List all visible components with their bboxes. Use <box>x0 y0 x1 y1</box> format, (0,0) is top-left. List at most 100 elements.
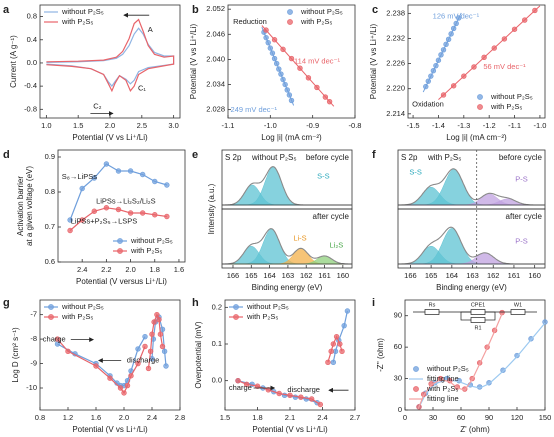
legend-label: with P₂S₅ <box>130 246 162 255</box>
annotation: C₂ <box>93 102 101 111</box>
legend-label: with P₂S₅ <box>490 102 522 111</box>
x-tick-label: 162 <box>300 271 313 280</box>
series-line <box>57 313 164 395</box>
y-tick-label: 60 <box>394 342 402 351</box>
data-point <box>67 217 73 223</box>
y-tick-label: 0.4 <box>27 35 37 44</box>
plot-frame <box>227 4 356 119</box>
y-tick-label: 2.220 <box>386 84 405 93</box>
circuit-rs <box>424 309 440 315</box>
x-tick-label: 1.2 <box>63 413 73 422</box>
y-tick-label: -10 <box>26 383 37 392</box>
data-point <box>337 341 343 347</box>
y-tick-label: 0.6 <box>45 257 55 266</box>
x-tick-label: 1.6 <box>91 413 101 422</box>
data-point <box>159 343 166 350</box>
annotation: 249 mV dec⁻¹ <box>231 105 278 114</box>
x-tick-label: -1.1 <box>508 121 521 130</box>
x-tick-label: 1.5 <box>220 413 230 422</box>
plot-frame <box>404 299 546 411</box>
legend-marker <box>117 248 123 254</box>
data-point <box>163 363 169 369</box>
x-tick-label: 2.4 <box>77 265 87 274</box>
data-point <box>142 343 148 350</box>
data-point <box>263 34 269 41</box>
data-point <box>161 348 168 355</box>
subpanel-label: after cycle <box>313 212 350 221</box>
y-tick-label: -0.4 <box>24 81 37 90</box>
data-point <box>124 382 131 389</box>
y-tick-label: 2.028 <box>206 105 225 114</box>
x-tick-label: -1.0 <box>533 121 546 130</box>
data-point <box>423 83 429 90</box>
x-tick-label: 3.0 <box>168 121 178 130</box>
x-tick-label: 164 <box>446 271 459 280</box>
data-point <box>280 76 286 83</box>
data-point <box>121 390 127 396</box>
x-tick-label: 165 <box>245 271 258 280</box>
x-tick-label: 2.7 <box>350 413 360 422</box>
legend-marker <box>413 366 419 372</box>
x-tick-label: 2.4 <box>317 413 327 422</box>
circuit-r1 <box>470 317 486 323</box>
x-tick-label: 163 <box>466 271 479 280</box>
data-point <box>278 71 284 77</box>
x-tick-label: 30 <box>429 413 437 422</box>
x-tick-label: 2.8 <box>175 413 185 422</box>
data-point <box>322 94 329 100</box>
legend-label: without P₂S₅ <box>490 92 533 101</box>
data-point <box>428 73 434 79</box>
data-point <box>142 333 148 340</box>
legend-label: with P₂S₅ <box>246 312 278 321</box>
data-point <box>149 331 155 337</box>
y-axis-label: Log D (cm² s⁻¹) <box>11 327 20 383</box>
panel-letter: h <box>192 297 199 309</box>
annotation: discharge <box>287 385 320 394</box>
legend-label: without P₂S₅ <box>61 7 104 16</box>
data-point <box>91 175 97 181</box>
x-tick-label: 2.0 <box>125 265 135 274</box>
data-point <box>139 210 146 216</box>
x-axis-label: Log |i| (mA cm⁻²) <box>261 133 322 142</box>
y-tick-label: 0.8 <box>27 12 37 21</box>
data-point <box>445 36 452 43</box>
data-point <box>448 31 454 37</box>
legend-label: with P₂S₅ <box>61 312 93 321</box>
data-point <box>127 168 134 174</box>
plot-frame <box>57 149 186 263</box>
x-tick-label: -1.5 <box>407 121 420 130</box>
x-tick-label: 90 <box>485 413 493 422</box>
x-tick-label: 162 <box>487 271 500 280</box>
series-line <box>46 27 175 88</box>
y-tick-label: 2.040 <box>206 54 225 63</box>
legend-marker <box>233 314 239 320</box>
annotation: C₁ <box>138 84 146 93</box>
data-point <box>145 365 152 372</box>
data-point <box>308 396 315 402</box>
y-tick-label: 2.238 <box>386 8 405 17</box>
y-tick-label: 0.8 <box>45 187 55 196</box>
data-point <box>297 65 303 71</box>
legend-marker <box>413 386 419 392</box>
data-point <box>271 37 278 43</box>
panel-letter: a <box>3 4 10 16</box>
legend-marker <box>287 19 293 25</box>
data-point <box>156 316 162 323</box>
x-tick-label: 161 <box>318 271 331 280</box>
data-point <box>164 213 170 220</box>
data-point <box>330 359 337 366</box>
panel-letter: i <box>372 297 375 309</box>
core-level: S 2p <box>401 153 418 162</box>
data-point <box>67 227 73 234</box>
data-point <box>305 75 312 81</box>
data-point <box>500 367 506 373</box>
circuit-label: W1 <box>514 302 522 308</box>
data-point <box>542 319 548 325</box>
data-point <box>440 92 447 98</box>
envelope <box>222 228 352 265</box>
peak-label: S-S <box>409 167 422 176</box>
data-point <box>325 359 331 366</box>
peak-label: Li₂S <box>330 241 344 250</box>
y-tick-label: 2.232 <box>386 33 405 42</box>
y-tick-label: 0 <box>398 405 402 414</box>
